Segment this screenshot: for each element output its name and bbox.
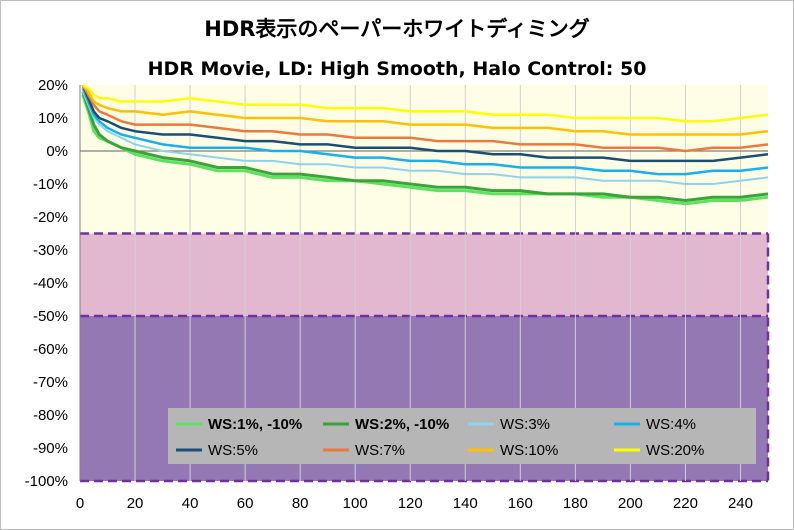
y-tick-label: -90% [33,440,68,457]
legend-label: WS:3% [500,416,550,433]
legend-label: WS:20% [646,442,704,459]
x-tick-label: 240 [728,495,753,512]
y-tick-label: -70% [33,374,68,391]
x-tick-label: 100 [343,495,368,512]
x-tick-label: 40 [182,495,199,512]
y-tick-label: -40% [33,275,68,292]
y-tick-label: 20% [38,77,68,94]
chart-title: HDR表示のペーパーホワイトディミング [204,17,590,41]
x-tick-label: 140 [453,495,478,512]
series-line-3 [81,91,769,185]
y-tick-label: -30% [33,242,68,259]
x-tick-label: 80 [292,495,309,512]
chart-subtitle: HDR Movie, LD: High Smooth, Halo Control… [148,58,647,80]
y-tick-label: -50% [33,308,68,325]
x-tick-label: 180 [563,495,588,512]
y-tick-label: -10% [33,176,68,193]
warning-zone-band [80,233,768,316]
series-layer [81,83,769,206]
legend-label: WS:2%, -10% [355,416,449,433]
legend: WS:1%, -10% WS:2%, -10% WS:3% WS:4% WS:5% WS:… [168,408,756,464]
series-line-7 [81,84,769,136]
legend-label: WS:7% [355,442,405,459]
y-tick-label: 0% [46,143,68,160]
series-line-6 [81,84,769,153]
x-tick-label: 200 [618,495,643,512]
legend-label: WS:5% [208,442,258,459]
legend-label: WS:4% [646,416,696,433]
axis-layer: 20% 10% 0% -10% -20% -30% -40% -50% -60% -70% -80%… [25,77,753,512]
legend-box [168,408,756,464]
y-tick-label: -60% [33,341,68,358]
x-tick-label: 0 [76,495,84,512]
series-line-4 [81,87,769,176]
series-line-8 [82,83,769,123]
x-tick-label: 120 [398,495,423,512]
y-tick-label: -20% [33,209,68,226]
y-tick-label: -100% [25,473,68,490]
legend-label: WS:1%, -10% [208,416,302,433]
x-tick-label: 160 [508,495,533,512]
x-tick-label: 220 [673,495,698,512]
x-tick-label: 60 [237,495,254,512]
series-line-2 [81,91,769,202]
y-tick-label: 10% [38,110,68,127]
legend-label: WS:10% [500,442,558,459]
series-line-5 [81,84,769,163]
x-tick-label: 20 [127,495,144,512]
ok-zone-band [80,85,768,234]
y-tick-label: -80% [33,407,68,424]
